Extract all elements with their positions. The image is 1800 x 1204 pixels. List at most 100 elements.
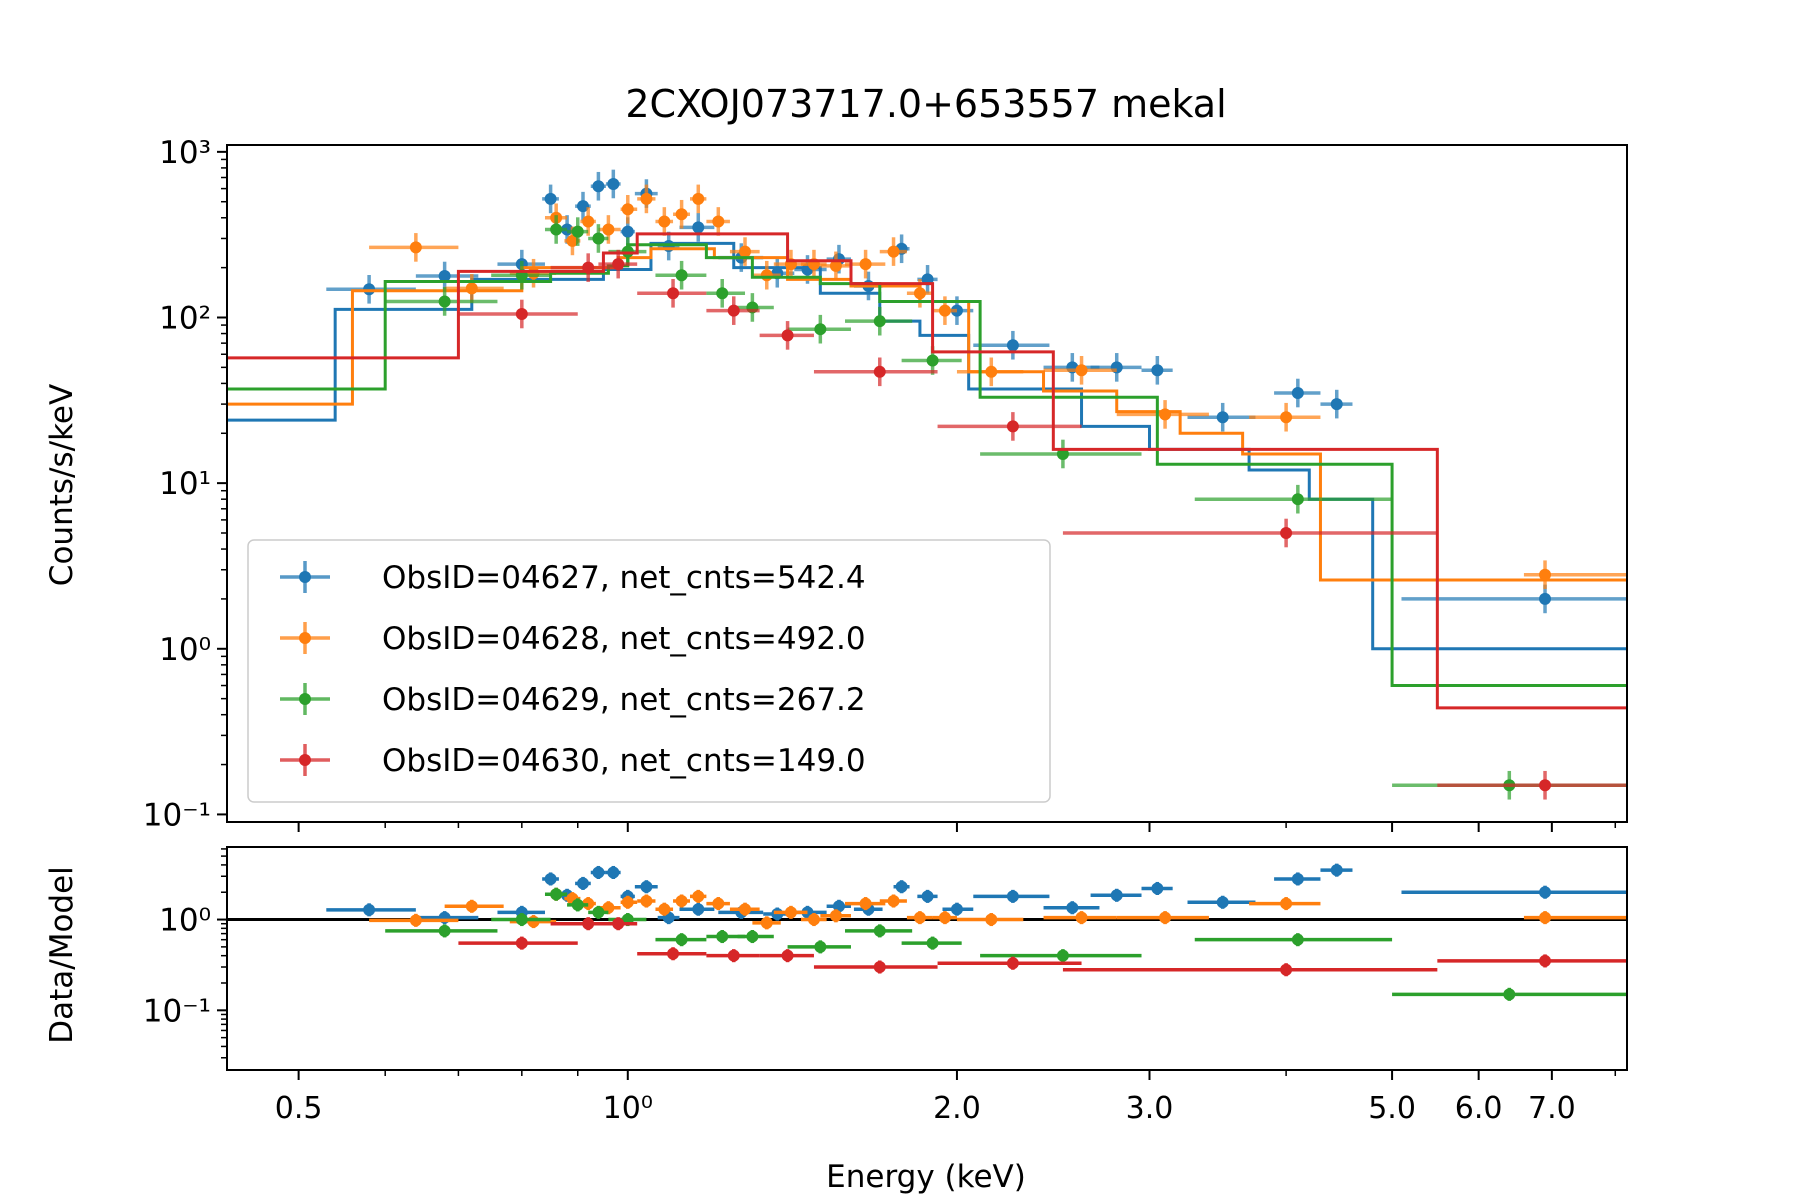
- y-tick-label: 10³: [159, 135, 211, 171]
- y-axis-label-top: Counts/s/keV: [44, 384, 80, 586]
- ratio-marker: [438, 924, 451, 937]
- ratio-marker: [716, 930, 729, 943]
- data-point-series-2: [706, 207, 730, 236]
- data-marker: [576, 200, 589, 213]
- ratio-point-series-1: [1043, 901, 1100, 915]
- data-marker: [1280, 527, 1293, 540]
- data-marker: [658, 215, 671, 228]
- ratio-marker: [592, 866, 605, 879]
- legend-entry: ObsID=04629, net_cnts=267.2: [280, 682, 866, 718]
- data-marker: [602, 223, 615, 236]
- ratio-marker: [781, 949, 794, 962]
- y-tick-label: 10⁰: [159, 632, 211, 668]
- data-marker: [1539, 779, 1552, 792]
- ratio-point-series-4: [1062, 963, 1438, 977]
- data-marker: [1006, 339, 1019, 352]
- data-marker: [1330, 398, 1343, 411]
- ratio-point-series-1: [1090, 888, 1142, 902]
- data-point-series-1: [415, 261, 479, 291]
- ratio-marker: [612, 917, 625, 930]
- ratio-marker: [1066, 901, 1079, 914]
- ratio-marker: [658, 903, 671, 916]
- ratio-marker: [515, 937, 528, 950]
- legend-label: ObsID=04628, net_cnts=492.0: [382, 621, 866, 657]
- ratio-point-series-2: [620, 895, 638, 909]
- model-line-series-2: [227, 247, 1627, 582]
- ratio-point-series-2: [845, 897, 886, 911]
- data-point-series-3: [737, 293, 774, 322]
- ratio-marker: [515, 913, 528, 926]
- ratio-marker: [692, 903, 705, 916]
- data-point-series-4: [937, 412, 1082, 441]
- ratio-marker: [760, 916, 773, 929]
- x-tick-label: 5.0: [1368, 1091, 1416, 1126]
- ratio-marker: [640, 895, 653, 908]
- ratio-point-series-2: [444, 899, 504, 913]
- data-marker: [716, 287, 729, 300]
- legend: ObsID=04627, net_cnts=542.4 ObsID=04628, …: [247, 539, 1051, 803]
- data-marker: [607, 177, 620, 190]
- data-marker: [515, 307, 528, 320]
- data-marker: [582, 215, 595, 228]
- ratio-point-series-2: [956, 913, 1024, 927]
- y-tick-label: 10⁻¹: [143, 993, 211, 1029]
- data-marker: [1291, 493, 1304, 506]
- data-marker: [621, 203, 634, 216]
- data-marker: [712, 215, 725, 228]
- data-point-series-4: [813, 357, 938, 387]
- model-line-series-3: [227, 243, 1627, 688]
- data-point-series-1: [1320, 389, 1353, 419]
- data-point-series-4: [706, 296, 760, 325]
- ratio-marker: [1539, 954, 1552, 967]
- data-point-series-3: [845, 306, 913, 336]
- ratio-marker: [1006, 890, 1019, 903]
- ratio-point-series-2: [932, 911, 957, 925]
- data-marker: [566, 234, 579, 247]
- data-marker: [887, 245, 900, 258]
- data-marker: [913, 287, 926, 300]
- legend-marker: [299, 754, 311, 766]
- model-line-series-4: [227, 232, 1627, 710]
- data-point-series-2: [729, 237, 760, 266]
- ratio-point-series-2: [655, 902, 674, 916]
- data-marker: [438, 295, 451, 308]
- data-marker: [527, 267, 540, 280]
- data-point-series-1: [590, 171, 606, 201]
- ratio-marker: [675, 895, 688, 908]
- ratio-point-series-2: [773, 905, 808, 919]
- data-marker: [739, 245, 752, 258]
- legend-label: ObsID=04630, net_cnts=149.0: [382, 743, 866, 779]
- data-point-series-2: [879, 237, 907, 266]
- data-point-series-3: [567, 217, 589, 246]
- ratio-point-series-2: [800, 913, 827, 927]
- ratio-marker: [582, 917, 595, 930]
- data-point-series-2: [655, 207, 674, 236]
- data-marker: [814, 323, 827, 336]
- ratio-point-series-2: [1523, 911, 1627, 925]
- data-point-series-3: [1194, 484, 1393, 514]
- ratio-point-series-3: [655, 933, 707, 947]
- ratio-marker: [1280, 963, 1293, 976]
- data-marker: [409, 241, 422, 254]
- ratio-marker: [1159, 911, 1172, 924]
- legend-marker: [299, 632, 311, 644]
- legend-entry: ObsID=04627, net_cnts=542.4: [280, 560, 866, 596]
- legend-marker: [299, 693, 311, 705]
- ratio-point-series-1: [1320, 863, 1353, 877]
- y-tick-label: 10²: [159, 300, 211, 336]
- data-point-series-4: [598, 249, 638, 279]
- data-point-series-4: [1437, 770, 1627, 800]
- ratio-point-series-3: [901, 936, 962, 950]
- y-axis-label-bottom: Data/Model: [44, 866, 80, 1044]
- ratio-point-series-1: [679, 902, 715, 916]
- ratio-marker: [921, 890, 934, 903]
- data-point-series-1: [679, 213, 715, 242]
- ratio-marker: [950, 903, 963, 916]
- ratio-point-series-4: [637, 947, 707, 961]
- ratio-panel: 0.5 10⁰ 2.0 3.0 5.0 6.0 7.0 10⁻¹ 10⁰: [143, 846, 1628, 1126]
- data-point-series-1: [1274, 378, 1321, 408]
- data-point-series-1: [1090, 353, 1142, 382]
- ratio-marker: [465, 900, 478, 913]
- ratio-marker: [926, 937, 939, 950]
